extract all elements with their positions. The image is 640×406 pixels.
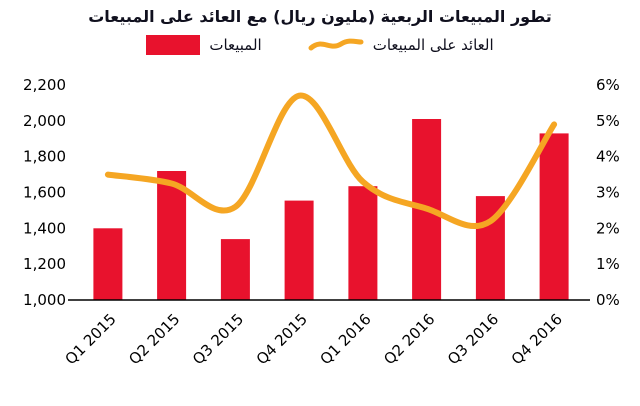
right-axis-tick: 6%	[596, 76, 620, 94]
sales-bar	[93, 228, 123, 300]
return-line-swatch-icon	[308, 36, 364, 54]
right-axis-tick: 5%	[596, 112, 620, 130]
left-axis-tick: 1,000	[23, 291, 66, 309]
legend-item-return: العائد على المبيعات	[308, 36, 494, 54]
sales-bar-swatch-icon	[146, 35, 201, 55]
return-on-sales-line	[104, 92, 558, 230]
right-axis-tick: 2%	[596, 219, 620, 237]
sales-bar	[539, 133, 569, 300]
combo-chart: 1,000 1,200 1,400 1,600 1,800 2,000 2,200 0% 1% 2…	[23, 76, 620, 368]
left-axis-tick: 1,400	[23, 219, 66, 237]
return-legend-label: العائد على المبيعات	[372, 36, 494, 54]
left-axis-tick: 2,000	[23, 112, 66, 130]
category-label: Q2 2015	[125, 310, 183, 368]
category-label: Q4 2015	[253, 310, 311, 368]
sales-bar	[220, 239, 250, 300]
category-label: Q4 2016	[508, 310, 566, 368]
left-axis-tick: 1,800	[23, 148, 66, 166]
left-axis-tick: 1,200	[23, 255, 66, 273]
category-label: Q3 2016	[444, 310, 502, 368]
legend-item-sales: المبيعات	[146, 35, 262, 55]
right-axis-tick: 1%	[596, 255, 620, 273]
sales-legend-label: المبيعات	[209, 36, 262, 54]
category-label: Q1 2015	[62, 310, 120, 368]
right-axis-tick: 3%	[596, 184, 620, 202]
left-axis-tick: 1,600	[23, 184, 66, 202]
right-axis-tick: 0%	[596, 291, 620, 309]
left-axis-tick: 2,200	[23, 76, 66, 94]
sales-bar	[284, 200, 314, 300]
sales-bar	[348, 186, 378, 300]
chart-title: تطور المبيعات الربعية (مليون ريال) مع ال…	[88, 7, 552, 26]
category-label: Q1 2016	[317, 310, 375, 368]
sales-bar	[157, 171, 187, 300]
category-label: Q3 2015	[189, 310, 247, 368]
category-label: Q2 2016	[380, 310, 438, 368]
legend: المبيعات العائد على المبيعات	[0, 32, 640, 58]
right-axis-tick: 4%	[596, 148, 620, 166]
